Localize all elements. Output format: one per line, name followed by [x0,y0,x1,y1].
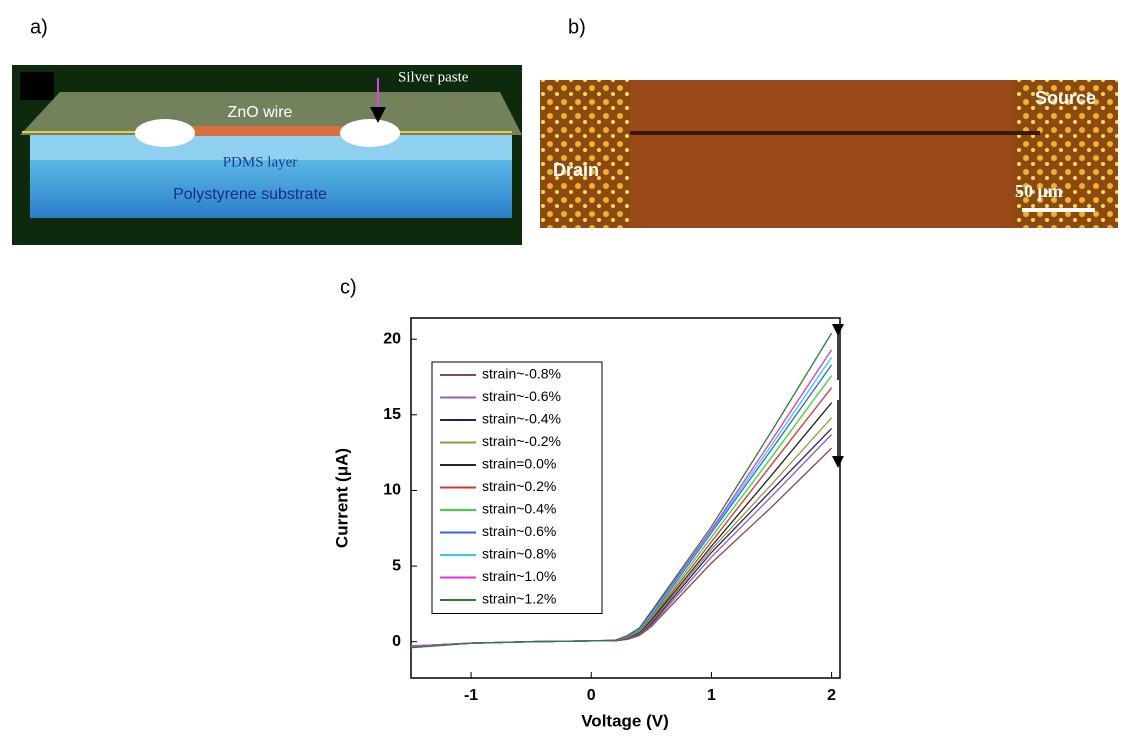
label: Drain [553,160,599,180]
x-tick-label: -1 [464,687,478,704]
legend-label: strain~0.8% [482,546,556,562]
legend-label: strain~1.0% [482,568,556,584]
y-tick-label: 10 [383,482,401,499]
panel-label: a) [30,16,48,38]
legend-label: strain~1.2% [482,591,556,607]
legend-label: strain~-0.4% [482,411,561,427]
panel-label: b) [568,16,586,38]
y-tick-label: 15 [383,406,401,423]
y-axis-title: Current (μA) [332,448,351,548]
x-tick-label: 0 [587,687,596,704]
legend-label: strain~0.4% [482,501,556,517]
legend-label: strain~-0.6% [482,388,561,404]
label: Source [1035,88,1096,108]
label: ZnO wire [228,104,293,121]
y-tick-label: 20 [383,330,401,347]
legend-label: strain~0.2% [482,478,556,494]
y-tick-label: 5 [392,557,401,574]
x-tick-label: 2 [827,687,836,704]
iv-chart: Voltage (V) Current (μA) -1 0 1 205101520st… [332,317,844,730]
legend-label: strain~-0.8% [482,366,561,382]
x-tick-label: 1 [707,687,716,704]
legend-label: strain~-0.2% [482,433,561,449]
label: Polystyrene substrate [173,186,327,203]
x-axis-title: Voltage (V) [581,711,669,730]
y-tick-label: 0 [392,633,401,650]
label: PDMS layer [223,154,298,170]
series-line [410,332,833,649]
legend-label: strain~0.6% [482,523,556,539]
label: 50 μm [1015,181,1063,201]
panel-label: c) [340,276,357,298]
micrograph: Source Drain 50 μm [540,80,1118,228]
device-diagram: Silver paste ZnO wire PDMS layer Polysty… [12,65,522,245]
legend-label: strain=0.0% [482,456,556,472]
label: Silver paste [398,69,469,85]
